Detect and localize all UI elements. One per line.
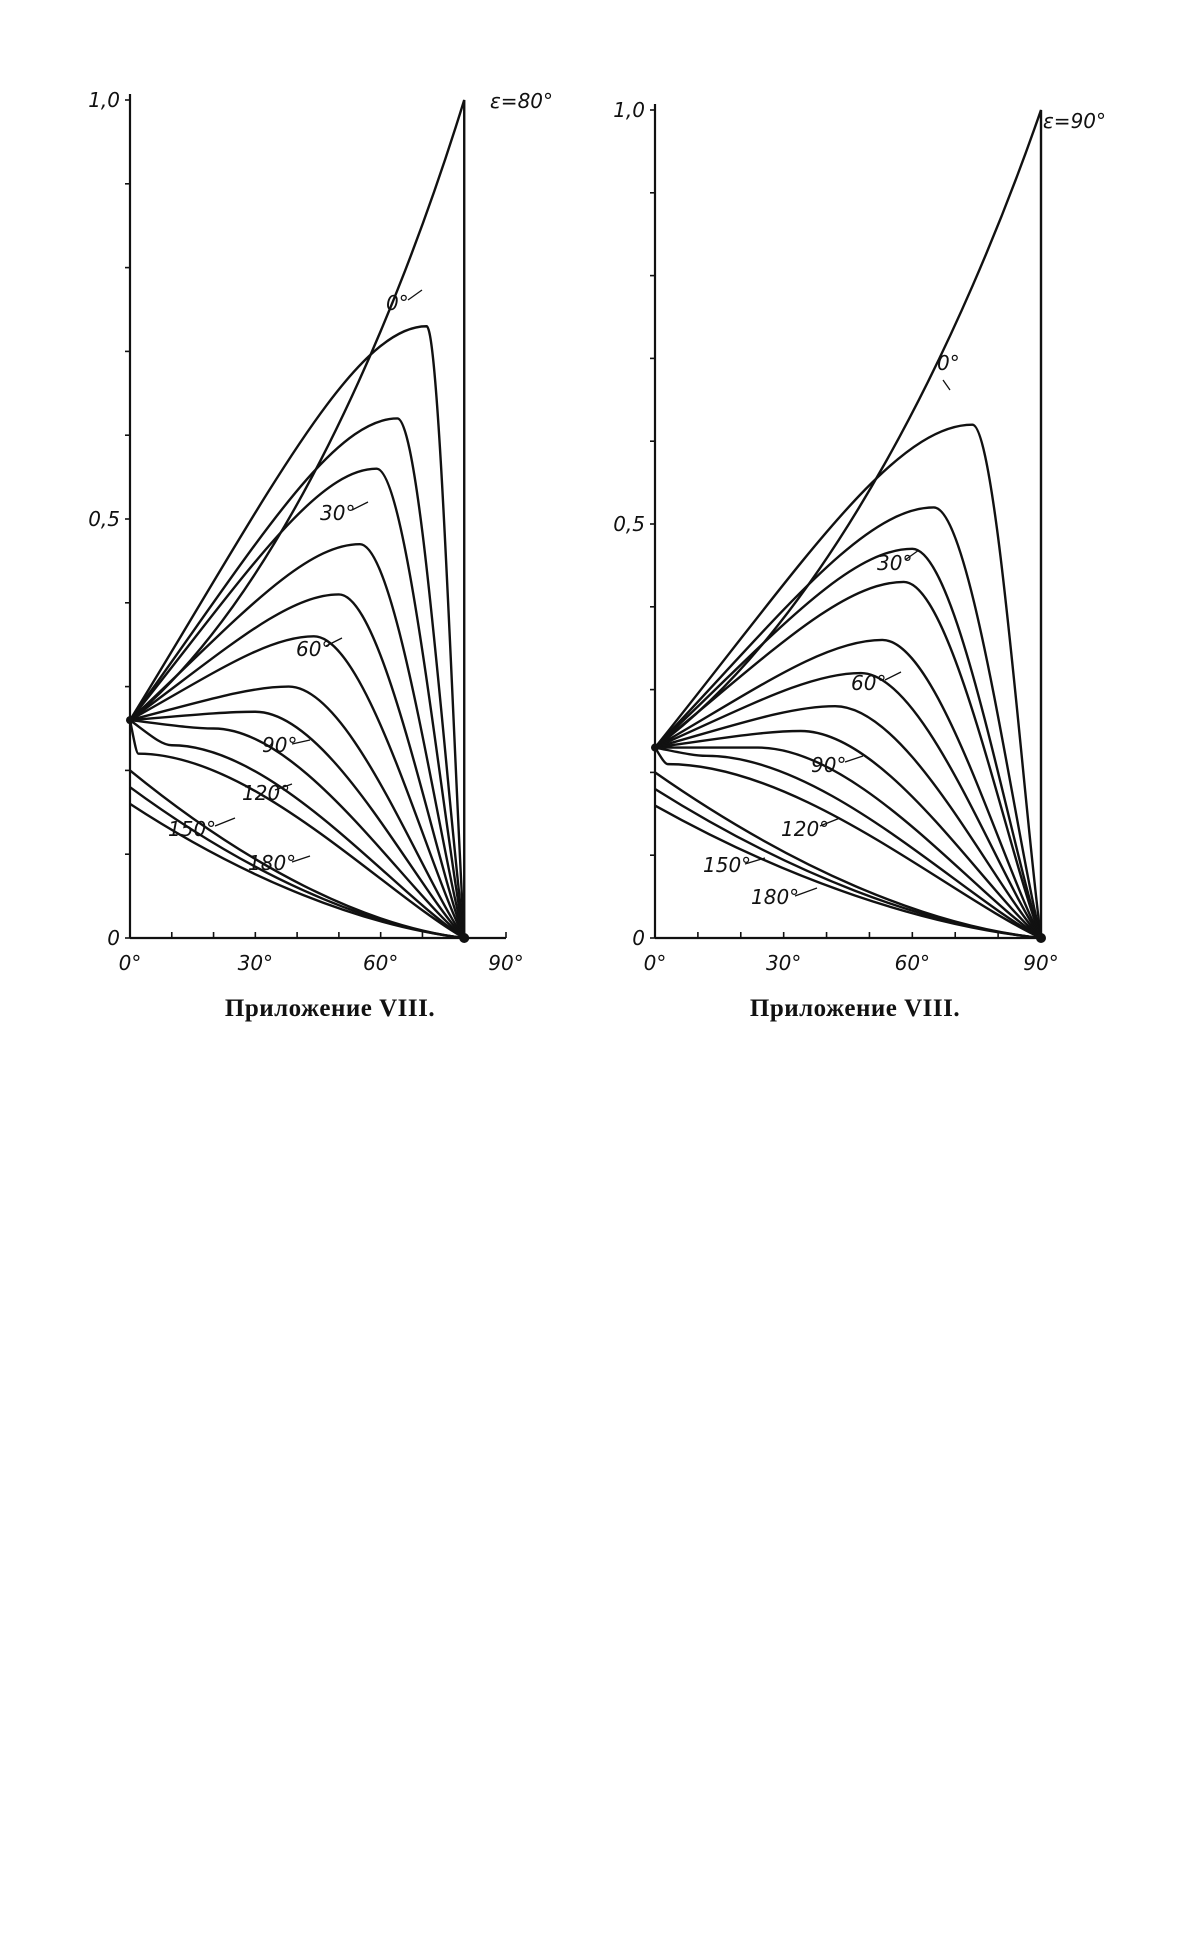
series-curve-left [128,325,466,939]
curve-label-left: 30° [320,501,355,525]
series-curve-left [129,417,466,939]
series-curve-right [654,804,1042,940]
y-tick-label-right: 0 [632,926,645,950]
curve-label-right: 0° [937,351,960,375]
series-curve-right [654,547,1043,939]
series-curve-right [654,423,1043,939]
curve-label-leader-right [904,549,920,561]
y-tick-label-left: 0 [107,926,120,950]
series-curve-right [654,580,1043,939]
y-tick-label-right: 1,0 [613,98,645,122]
series-curve-left [129,542,466,939]
series-curve-right [654,729,1042,939]
series-curve-left [129,718,465,939]
curve-label-left: 60° [296,637,331,661]
series-curve-left [129,467,466,939]
y-tick-label-left: 0,5 [88,507,120,531]
series-curve-left [129,710,466,939]
curve-label-right: 120° [781,817,829,841]
series-curve-left [129,769,465,940]
curve-label-left: 120° [242,781,290,805]
curve-label-leader-right [844,755,864,763]
x-tick-label-left: 30° [238,951,273,975]
series-curve-right [654,671,1042,939]
x-tick-label-right: 60° [895,951,930,975]
curve-label-left: 150° [168,817,216,841]
curve-label-leader-right [819,817,841,827]
curve-label-leader-right [744,857,766,865]
chart-caption-left: Приложение VIII. [224,995,436,1022]
curve-label-leader-left [325,637,343,647]
series-curve-right [653,746,1042,940]
series-curve-left [129,802,465,940]
curve-label-leader-left [291,739,311,745]
end-node-right [1036,933,1046,943]
x-tick-label-right: 30° [766,951,801,975]
series-curve-left [128,719,465,940]
curve-label-leader-right [942,379,951,391]
y-tick-label-right: 0,5 [613,512,645,536]
series-curve-right [654,638,1043,939]
curve-label-leader-left [351,501,369,511]
series-curve-left [129,719,465,940]
end-node-left [459,933,470,943]
epsilon-label-left: ε=80° [490,89,553,113]
curve-label-left: 180° [248,851,296,875]
series-curve-right [654,109,1043,938]
curve-label-right: 180° [751,885,799,909]
epsilon-label-right: ε=90° [1043,109,1106,133]
chart-panel-left: 0 0,5 1,0 0° 30° 60° 90° ε=80° 0° 30° 60° 90° 120° 15… [70,0,590,1040]
origin-node-right [651,743,659,752]
chart-left-svg: 0 0,5 1,0 0° 30° 60° 90° ε=80° 0° 30° 60° 90° 120° 15… [88,88,553,975]
series-curve-right [654,746,1042,939]
curve-label-leader-left [291,855,311,863]
x-tick-label-left: 60° [363,951,398,975]
curve-label-leader-left [214,817,236,827]
chart-panel-right: 0 0,5 1,0 0° 30° 60° 90° ε=90° 0° 30° 60° 90° 120° 15… [595,0,1115,1040]
series-curve-right [654,506,1043,939]
curve-label-leader-left [274,783,293,791]
x-tick-label-left: 0° [119,951,142,975]
curve-label-right: 150° [703,853,751,877]
series-curve-right [654,746,1042,940]
series-curve-left [129,635,466,939]
x-tick-label-right: 90° [1023,951,1058,975]
chart-right-svg: 0 0,5 1,0 0° 30° 60° 90° ε=90° 0° 30° 60° 90° 120° 15… [613,98,1106,975]
curve-label-left: 90° [262,733,297,757]
chart-caption-right: Приложение VIII. [749,995,961,1022]
origin-node-left [126,716,134,725]
curve-label-leader-right [884,671,902,681]
curve-label-left: 0° [386,291,409,315]
curve-label-right: 30° [877,551,912,575]
y-tick-label-left: 1,0 [88,88,120,112]
series-curve-left [129,685,466,939]
series-curve-left [129,593,466,939]
series-curve-right [654,704,1042,939]
curve-label-right: 60° [851,671,886,695]
curve-label-leader-right [794,887,818,897]
x-tick-label-right: 0° [644,951,667,975]
series-curve-left [129,99,466,938]
x-tick-label-left: 90° [488,951,523,975]
curve-label-leader-left [407,289,423,301]
curve-label-right: 90° [811,753,846,777]
